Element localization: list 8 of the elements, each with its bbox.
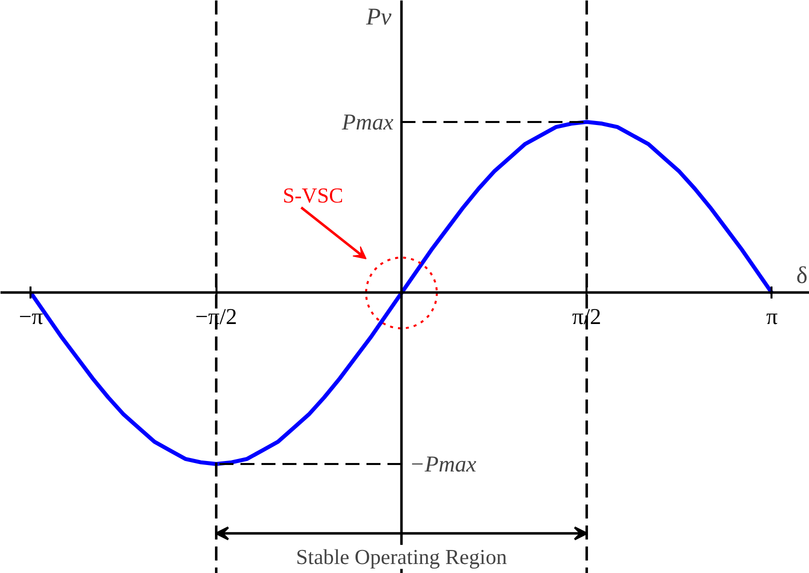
annotation: −Pmax xyxy=(409,452,476,477)
y-axis-title: Pv xyxy=(365,4,392,30)
x-axis-title: δ xyxy=(796,262,808,289)
annotation: S-VSC xyxy=(282,183,344,208)
x-tick-label: π xyxy=(766,304,778,329)
text: Stable Operating Region xyxy=(296,544,508,569)
annotation: Pmax xyxy=(340,109,394,134)
x-tick-label: −π xyxy=(18,304,44,329)
